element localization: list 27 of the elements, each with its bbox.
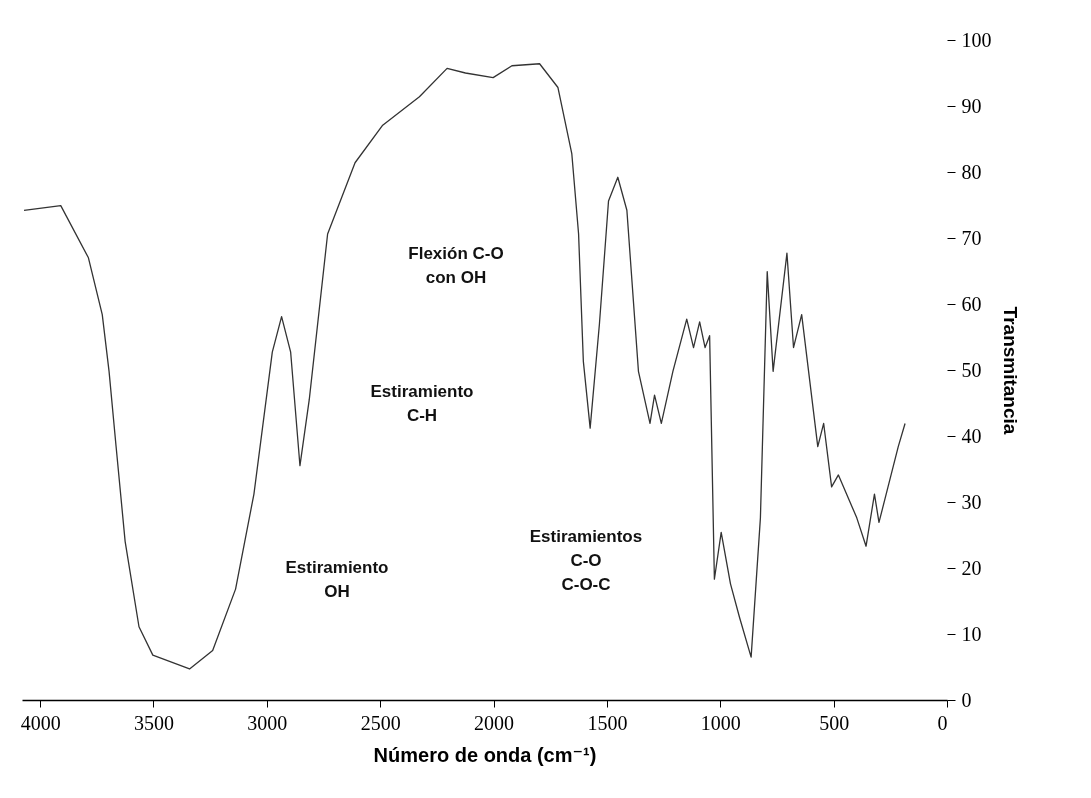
x-tick-label: 1500	[587, 711, 628, 734]
x-axis-title: Número de onda (cm⁻¹)	[373, 743, 597, 766]
x-tick-label: 3500	[134, 711, 174, 734]
y-axis-title: Transmitancia	[999, 306, 1021, 435]
x-tick-label: 3000	[247, 711, 288, 734]
x-tick-label: 4000	[20, 711, 61, 734]
x-tick-label: 0	[937, 711, 948, 734]
annotation: Estiramiento OH	[285, 558, 389, 601]
annotation: Flexión C-O con OH	[408, 244, 504, 287]
line-series	[23, 63, 906, 670]
x-tick-label: 500	[819, 711, 850, 734]
x-tick-label: 2500	[360, 711, 401, 734]
y-tick-label: 10	[961, 622, 982, 645]
y-tick-label: 0	[961, 688, 972, 711]
x-tick-label: 2000	[474, 711, 515, 734]
annotation: Estiramiento C-H	[370, 382, 474, 425]
y-tick-label: 30	[961, 490, 982, 513]
y-tick-label: 40	[961, 424, 982, 447]
y-tick-label: 50	[961, 358, 982, 381]
y-tick-label: 90	[961, 94, 982, 117]
y-tick-label: 60	[961, 292, 982, 315]
annotation: Estiramientos C-O C-O-C	[529, 527, 643, 594]
y-tick-label: 100	[961, 28, 992, 51]
x-tick-label: 1000	[700, 711, 741, 734]
y-tick-label: 80	[961, 160, 982, 183]
y-tick-label: 70	[961, 226, 982, 249]
y-tick-label: 20	[961, 556, 982, 579]
